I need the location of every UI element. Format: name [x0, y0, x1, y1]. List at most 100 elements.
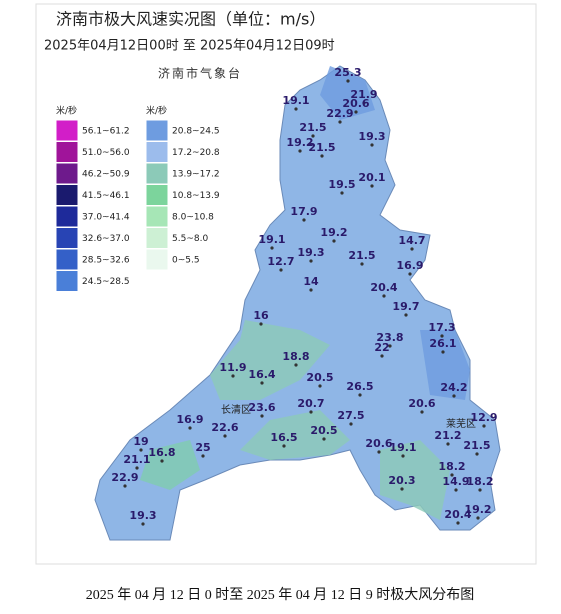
station-value: 27.5 — [337, 409, 364, 422]
station-dot — [332, 239, 336, 243]
station-dot — [294, 107, 298, 111]
place-label: 莱芜区 — [446, 417, 476, 430]
station-value: 21.5 — [348, 249, 375, 262]
station-dot — [420, 410, 424, 414]
station-dot — [441, 350, 445, 354]
legend-label: 56.1~61.2 — [82, 127, 130, 137]
station-value: 12.7 — [267, 255, 294, 268]
station-dot — [282, 444, 286, 448]
region-patch — [140, 440, 200, 490]
station-value: 19.1 — [258, 233, 285, 246]
station-dot — [231, 374, 235, 378]
station-dot — [320, 154, 324, 158]
station-value: 11.9 — [219, 361, 246, 374]
station-dot — [123, 484, 127, 488]
station-dot — [309, 259, 313, 263]
station-dot — [370, 184, 374, 188]
map — [94, 65, 501, 541]
legend-swatch — [145, 184, 169, 206]
legend-label: 46.2~50.9 — [82, 170, 130, 180]
station-value: 23.6 — [248, 401, 275, 414]
legend-swatch — [145, 227, 169, 249]
legend-label: 5.5~8.0 — [172, 234, 208, 244]
station-value: 21.5 — [463, 439, 490, 452]
stations: 25.321.919.1 20.622.921.519.319.221.520.1… — [111, 66, 498, 526]
legend-swatch — [55, 270, 79, 292]
legend-swatch — [55, 184, 79, 206]
station-value: 22.9 — [111, 471, 138, 484]
station-dot — [160, 459, 164, 463]
station-value: 19.1 — [389, 441, 416, 454]
legend-label: 51.0~56.0 — [82, 148, 130, 158]
legend: 米/秒 米/秒 56.1~61.2 51.0~56.0 46.2~50.9 41.5~… — [48, 100, 228, 296]
station-value: 21.9 — [350, 88, 377, 101]
legend-label: 0~5.5 — [172, 256, 200, 266]
station-value: 19.3 — [129, 509, 156, 522]
legend-label: 41.5~46.1 — [82, 191, 130, 201]
station-value: 25 — [195, 441, 210, 454]
station-value: 24.2 — [440, 381, 467, 394]
station-value: 20.4 — [444, 508, 471, 521]
station-dot — [360, 262, 364, 266]
station-value: 20.6 — [365, 437, 392, 450]
station-value: 18.2 — [466, 475, 493, 488]
station-dot — [298, 149, 302, 153]
legend-unit: 米/秒 — [146, 105, 167, 117]
station-value: 20.1 — [358, 171, 385, 184]
region-outline — [94, 65, 501, 541]
legend-swatch — [55, 119, 79, 142]
station-value: 20.3 — [388, 474, 415, 487]
station-value: 20.6 — [342, 97, 369, 110]
legend-label: 37.0~41.4 — [82, 213, 130, 223]
station-dot — [377, 450, 381, 454]
station-value: 18.8 — [282, 350, 309, 363]
station-dot — [370, 143, 374, 147]
legend-swatch — [145, 119, 169, 142]
station-dot — [354, 110, 358, 114]
station-dot — [260, 381, 264, 385]
station-dot — [440, 334, 444, 338]
station-value: 14 — [303, 275, 319, 288]
station-dot — [478, 488, 482, 492]
station-dot — [188, 426, 192, 430]
region-patch — [240, 410, 350, 460]
station-value: 19.2 — [464, 503, 491, 516]
station-value: 20.5 — [306, 371, 333, 384]
station-value: 26.1 — [429, 337, 456, 350]
station-dot — [456, 521, 460, 525]
station-dot — [270, 246, 274, 250]
station-value: 22.9 — [326, 107, 353, 120]
station-dot — [346, 79, 350, 83]
legend-unit: 米/秒 — [56, 105, 77, 117]
station-dot — [450, 473, 454, 477]
legend-label: 10.8~13.9 — [172, 191, 220, 201]
station-dot — [223, 434, 227, 438]
station-value: 19.7 — [392, 300, 419, 313]
station-dot — [259, 322, 263, 326]
station-dot — [408, 272, 412, 276]
legend-swatch — [55, 141, 79, 163]
station-value: 16.8 — [148, 446, 175, 459]
station-value: 22.6 — [211, 421, 238, 434]
station-dot — [309, 288, 313, 292]
station-dot — [446, 442, 450, 446]
region-patch — [210, 320, 330, 400]
legend-label: 28.5~32.6 — [82, 256, 130, 266]
legend-swatch — [55, 205, 79, 228]
legend-label: 32.6~37.0 — [82, 234, 130, 244]
station-dot — [382, 294, 386, 298]
legend-label: 17.2~20.8 — [172, 148, 220, 158]
station-dot — [482, 424, 486, 428]
station-value: 20.4 — [370, 281, 397, 294]
station-value: 26.5 — [346, 380, 373, 393]
station-dot — [279, 268, 283, 272]
station-dot — [294, 363, 298, 367]
station-dot — [475, 452, 479, 456]
station-value: 16.9 — [176, 413, 203, 426]
station-value: 14.9 — [442, 475, 469, 488]
station-value: 17.3 — [428, 321, 455, 334]
station-value: 16 — [253, 309, 269, 322]
station-dot — [388, 344, 392, 348]
station-dot — [452, 394, 456, 398]
